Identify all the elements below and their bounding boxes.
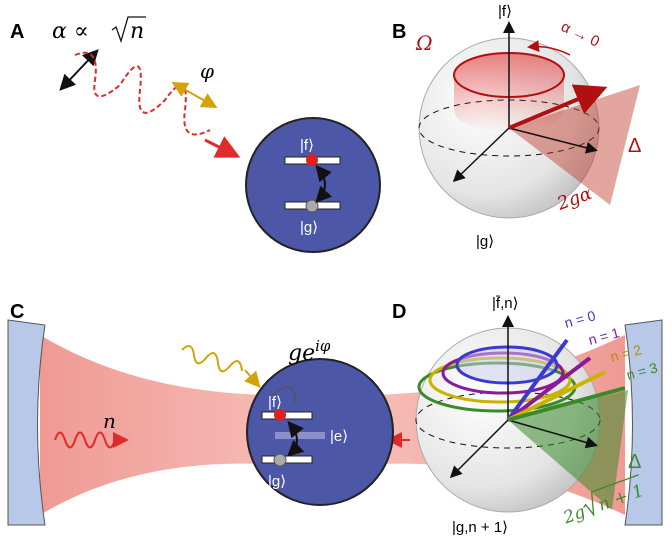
- limit-label: α → 0: [558, 18, 602, 50]
- figure: A α ∝ n φ |f⟩ |g⟩ B |f⟩ |g⟩ Ω α → 0 Δ 2g…: [0, 0, 672, 540]
- ring-0: [457, 347, 557, 383]
- panel-label: C: [10, 301, 24, 323]
- panel-d: D |f̄,n⟩ |g,n + 1⟩ n = 0 n = 1 n = 2 n =…: [392, 295, 659, 536]
- amplitude-arrow: [62, 52, 96, 88]
- rabi-label: Ω: [415, 31, 433, 55]
- laser-arrow: [205, 140, 235, 155]
- state-g: |g⟩: [268, 473, 286, 490]
- north-state: |f⟩: [498, 3, 512, 20]
- population-f: [306, 154, 318, 166]
- level-e: [275, 432, 325, 439]
- state-f: |f⟩: [300, 137, 314, 154]
- level-f: [262, 412, 312, 419]
- amplitude-radicand: n: [130, 19, 144, 44]
- phase-label: φ: [200, 59, 214, 83]
- coupling-exponent: iφ: [315, 337, 331, 355]
- ring-label: n = 0: [563, 307, 598, 331]
- panel-label: A: [10, 21, 24, 43]
- south-state: |g,n + 1⟩: [452, 519, 508, 536]
- coupling-base: ge: [288, 341, 315, 366]
- state-g: |g⟩: [300, 219, 318, 236]
- panel-b: B |f⟩ |g⟩ Ω α → 0 Δ 2gα: [392, 3, 641, 250]
- state-f: |f⟩: [268, 394, 282, 411]
- drive-wave: [182, 346, 242, 371]
- detuning-label: Δ: [628, 135, 641, 157]
- mirror-left: [8, 320, 45, 525]
- level-g: [262, 456, 312, 463]
- north-state: |f̄,n⟩: [492, 295, 518, 312]
- phase-arrow: [175, 84, 214, 106]
- amplitude-label: α ∝: [52, 19, 89, 44]
- panel-label: B: [392, 21, 406, 43]
- state-e: |e⟩: [330, 428, 348, 445]
- detuning-label: Δ: [628, 451, 641, 473]
- drive-arrow: [245, 370, 258, 385]
- photon-number: n: [103, 409, 116, 433]
- laser-wave: [75, 53, 210, 135]
- panel-label: D: [392, 301, 406, 323]
- panel-a: A α ∝ n φ |f⟩ |g⟩: [10, 17, 380, 252]
- population-g: [274, 454, 286, 466]
- south-state: |g⟩: [476, 233, 494, 250]
- population-g: [306, 200, 318, 212]
